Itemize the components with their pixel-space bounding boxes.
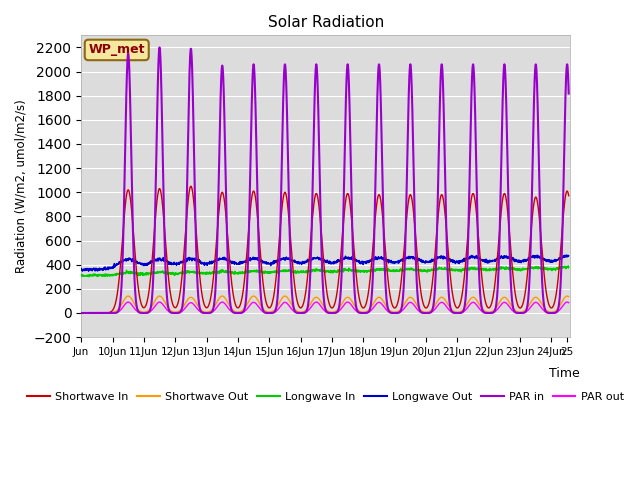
X-axis label: Time: Time: [549, 367, 580, 380]
Title: Solar Radiation: Solar Radiation: [268, 15, 384, 30]
Y-axis label: Radiation (W/m2, umol/m2/s): Radiation (W/m2, umol/m2/s): [15, 99, 28, 273]
Text: WP_met: WP_met: [88, 44, 145, 57]
Legend: Shortwave In, Shortwave Out, Longwave In, Longwave Out, PAR in, PAR out: Shortwave In, Shortwave Out, Longwave In…: [23, 388, 628, 407]
